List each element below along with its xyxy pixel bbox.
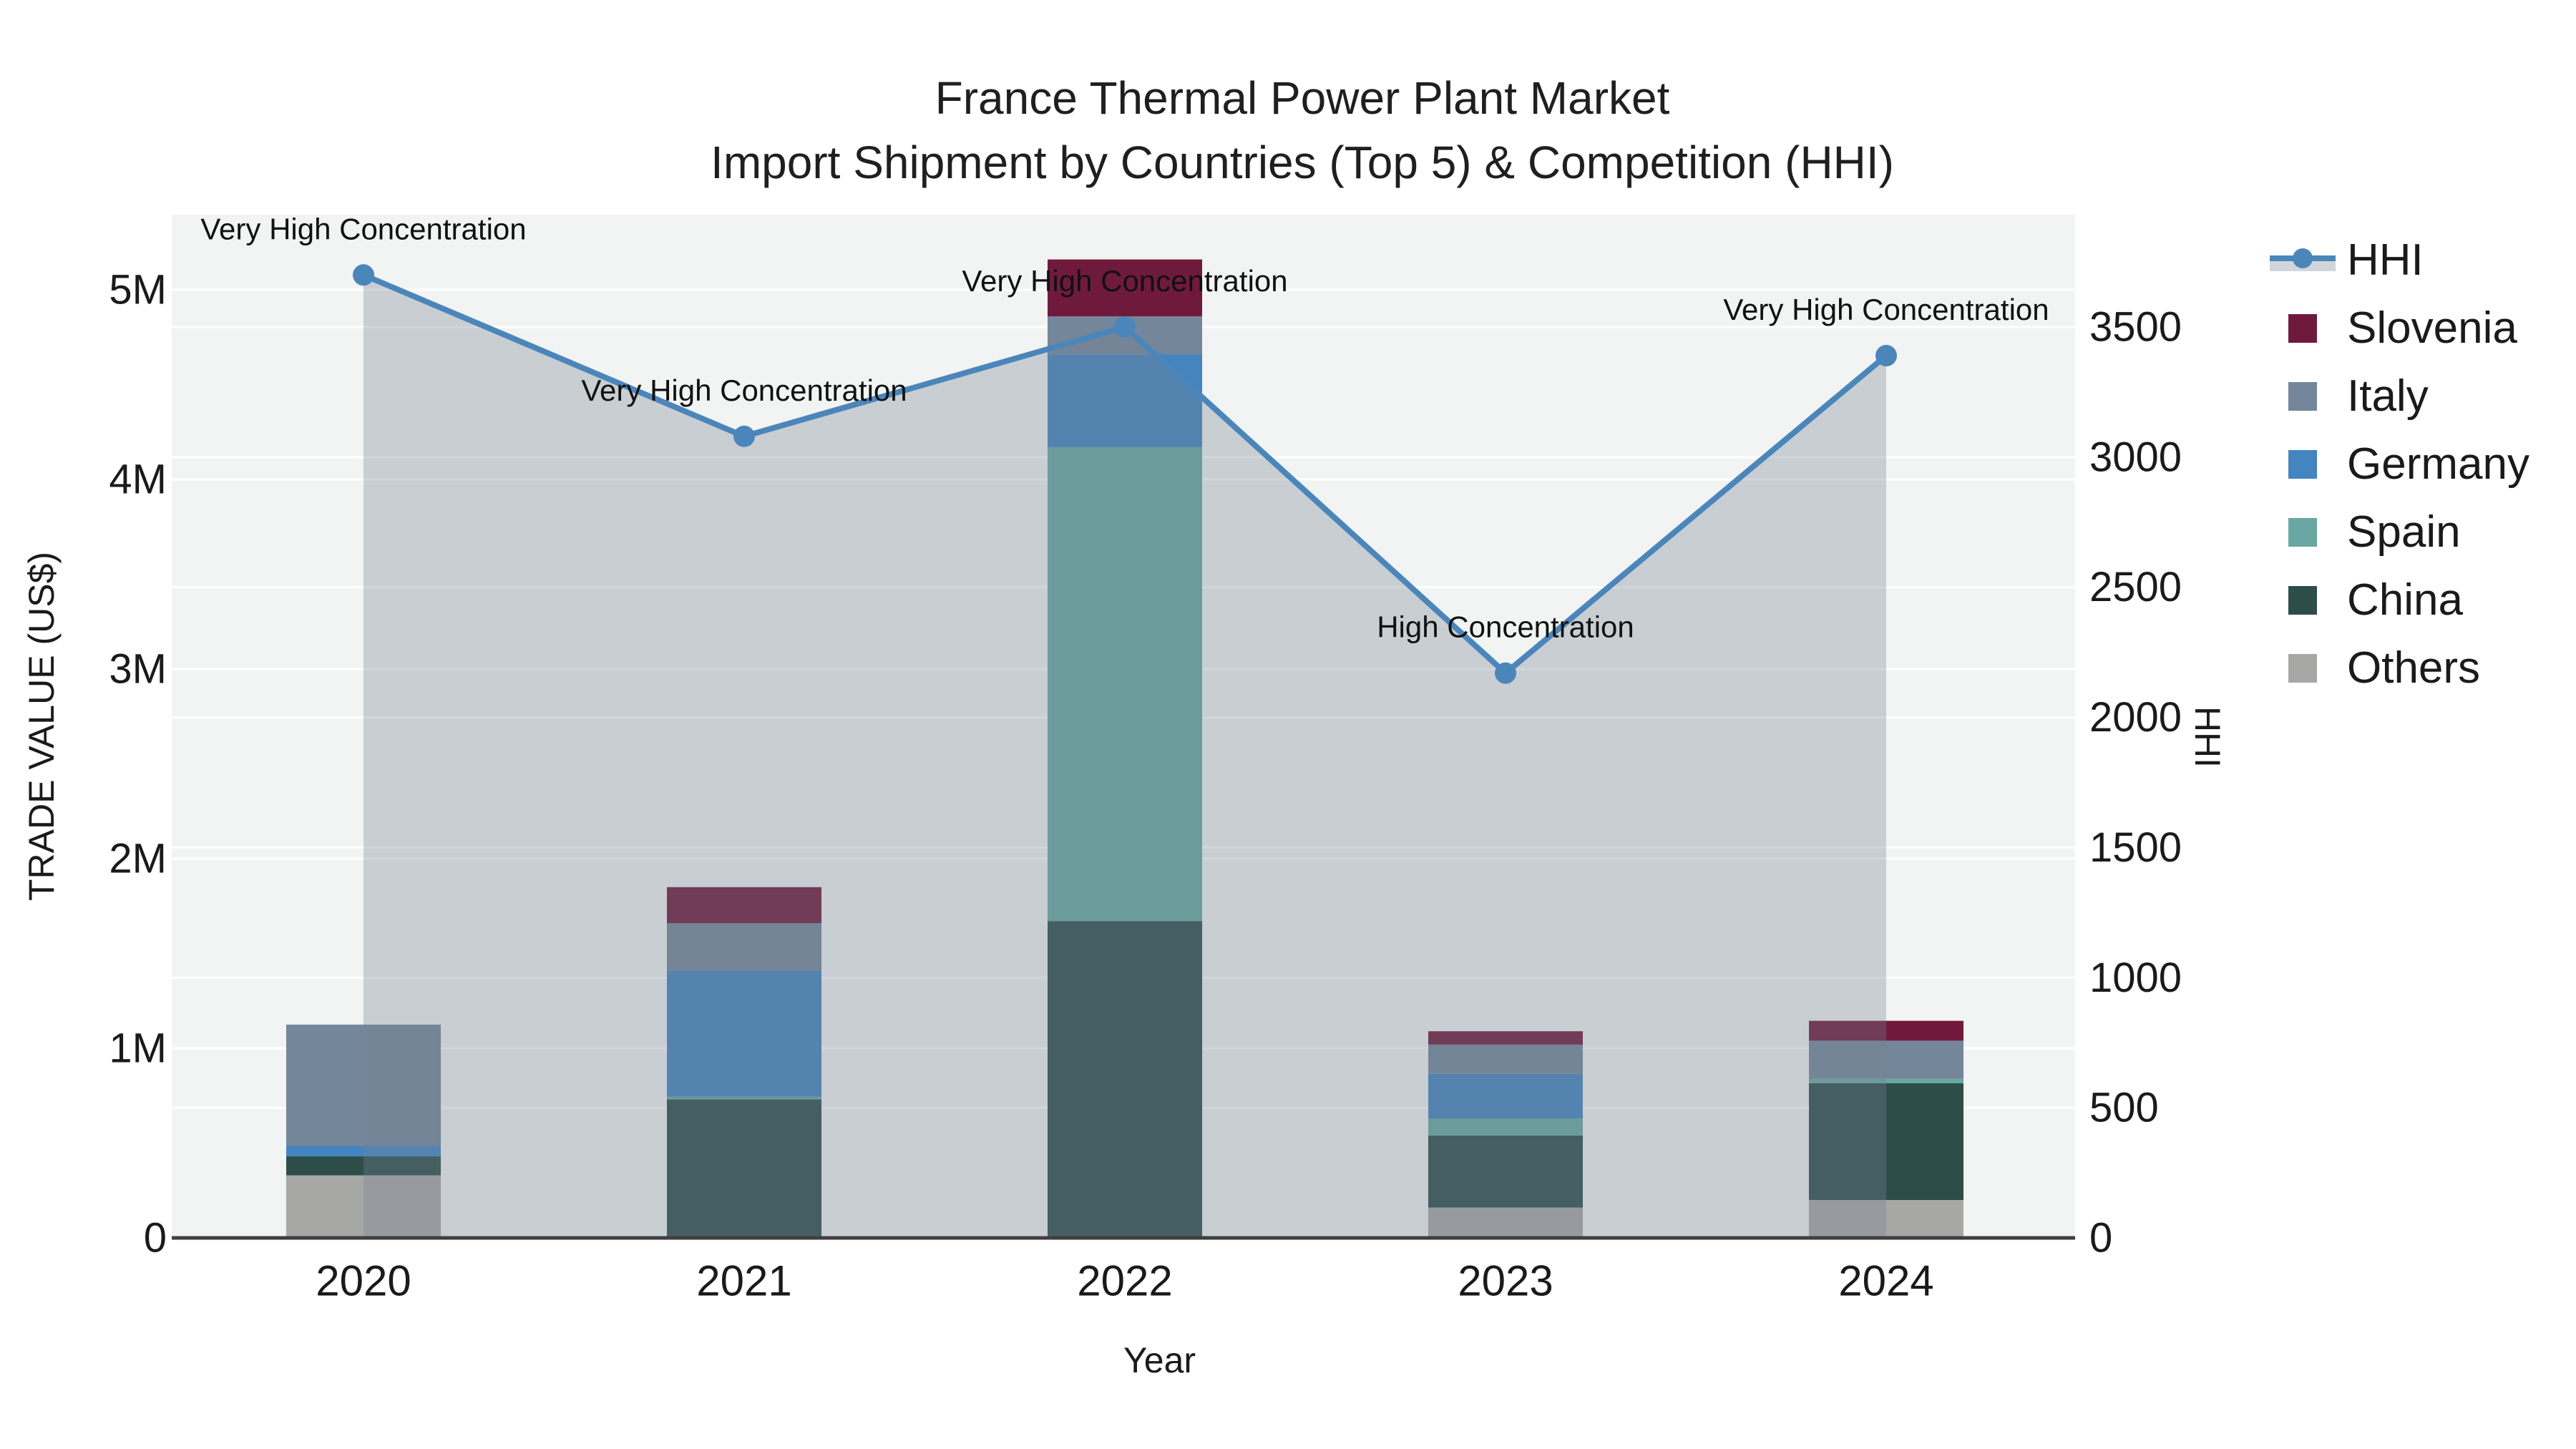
legend-item-germany[interactable]: Germany xyxy=(2270,430,2529,498)
legend: HHI Slovenia Italy Germany Spain China O… xyxy=(2270,226,2529,702)
y-left-tick-label: 4M xyxy=(109,457,167,503)
y-right-tick-label: 2500 xyxy=(2089,564,2182,610)
bar-segment-spain-2023 xyxy=(1428,1118,1583,1136)
hhi-line-swatch-icon xyxy=(2270,244,2336,277)
bar-segment-slovenia-2022 xyxy=(1048,259,1202,317)
hhi-marker-2021 xyxy=(733,425,755,447)
x-tick-label-2020: 2020 xyxy=(316,1257,411,1305)
chart-title-line1: France Thermal Power Plant Market xyxy=(935,72,1670,124)
hhi-marker-2020 xyxy=(353,264,374,286)
bar-segment-italy-2020 xyxy=(286,1024,441,1146)
x-tick-label-2024: 2024 xyxy=(1838,1257,1933,1305)
y-left-tick-label: 2M xyxy=(109,836,167,882)
y-right-tick-label: 1500 xyxy=(2089,824,2182,871)
color-swatch-icon xyxy=(2288,313,2317,343)
bar-segment-germany-2023 xyxy=(1428,1073,1583,1119)
y-axis-title-left: TRADE VALUE (US$) xyxy=(21,551,62,902)
y-right-tick-label: 0 xyxy=(2089,1215,2112,1262)
y-right-tick-label: 2000 xyxy=(2089,694,2182,741)
color-swatch-icon xyxy=(2288,653,2317,683)
legend-label: Others xyxy=(2347,643,2481,693)
bar-segment-slovenia-2024 xyxy=(1809,1020,1963,1041)
y-left-tick-label: 0 xyxy=(144,1215,167,1262)
legend-item-china[interactable]: China xyxy=(2270,566,2529,634)
y-left-tick-label: 5M xyxy=(109,267,167,313)
legend-label: Italy xyxy=(2347,371,2429,421)
hhi-marker-2022 xyxy=(1114,316,1136,338)
bar-segment-italy-2021 xyxy=(667,923,821,971)
chart-title-line2: Import Shipment by Countries (Top 5) & C… xyxy=(711,137,1894,188)
annotation-2022: Very High Concentration xyxy=(962,264,1287,298)
bar-segment-china-2024 xyxy=(1809,1083,1963,1200)
bar-segment-germany-2020 xyxy=(286,1146,441,1157)
bar-segment-china-2022 xyxy=(1048,921,1202,1239)
y-left-tick-label: 1M xyxy=(109,1025,167,1072)
legend-label: Spain xyxy=(2347,507,2461,557)
annotation-2023: High Concentration xyxy=(1377,610,1634,644)
legend-item-hhi[interactable]: HHI xyxy=(2270,226,2529,294)
y-right-tick-label: 500 xyxy=(2089,1085,2159,1131)
legend-item-slovenia[interactable]: Slovenia xyxy=(2270,294,2529,362)
bar-segment-china-2020 xyxy=(286,1156,441,1176)
chart-title: France Thermal Power Plant Market Import… xyxy=(711,66,1894,195)
legend-item-italy[interactable]: Italy xyxy=(2270,362,2529,430)
bar-segment-spain-2024 xyxy=(1809,1078,1963,1083)
bar-segment-germany-2021 xyxy=(667,970,821,1097)
bar-segment-slovenia-2021 xyxy=(667,887,821,924)
x-axis-title: Year xyxy=(1123,1340,1196,1380)
bar-segment-others-2023 xyxy=(1428,1207,1583,1238)
legend-label: Slovenia xyxy=(2347,303,2517,353)
bar-segment-china-2023 xyxy=(1428,1135,1583,1208)
x-tick-label-2021: 2021 xyxy=(696,1257,791,1305)
bar-segment-spain-2021 xyxy=(667,1096,821,1100)
hhi-area-fill xyxy=(364,275,1886,1238)
legend-item-others[interactable]: Others xyxy=(2270,634,2529,702)
y-right-tick-label: 3500 xyxy=(2089,304,2182,351)
annotation-2024: Very High Concentration xyxy=(1723,293,2049,326)
x-tick-label-2023: 2023 xyxy=(1458,1257,1553,1305)
annotation-2020: Very High Concentration xyxy=(200,212,526,245)
legend-label: HHI xyxy=(2347,235,2424,285)
bar-segment-others-2020 xyxy=(286,1175,441,1238)
color-swatch-icon xyxy=(2288,585,2317,615)
bar-segment-italy-2023 xyxy=(1428,1044,1583,1074)
x-tick-label-2022: 2022 xyxy=(1077,1257,1172,1305)
bar-segment-spain-2022 xyxy=(1048,447,1202,922)
bar-segment-italy-2024 xyxy=(1809,1040,1963,1079)
y-left-tick-label: 3M xyxy=(109,646,167,693)
legend-label: China xyxy=(2347,575,2463,625)
hhi-marker-2024 xyxy=(1875,345,1897,366)
bar-segment-china-2021 xyxy=(667,1099,821,1238)
legend-label: Germany xyxy=(2347,439,2529,489)
color-swatch-icon xyxy=(2288,517,2317,547)
bar-segment-germany-2022 xyxy=(1048,354,1202,447)
legend-item-spain[interactable]: Spain xyxy=(2270,498,2529,566)
hhi-marker-2023 xyxy=(1495,662,1516,684)
color-swatch-icon xyxy=(2288,449,2317,479)
bar-segment-slovenia-2023 xyxy=(1428,1031,1583,1045)
y-axis-title-right: HHI xyxy=(2187,706,2228,769)
annotation-2021: Very High Concentration xyxy=(581,374,907,407)
color-swatch-icon xyxy=(2288,381,2317,411)
y-right-tick-label: 1000 xyxy=(2089,955,2182,1001)
y-right-tick-label: 3000 xyxy=(2089,434,2182,480)
bar-segment-others-2024 xyxy=(1809,1200,1963,1238)
